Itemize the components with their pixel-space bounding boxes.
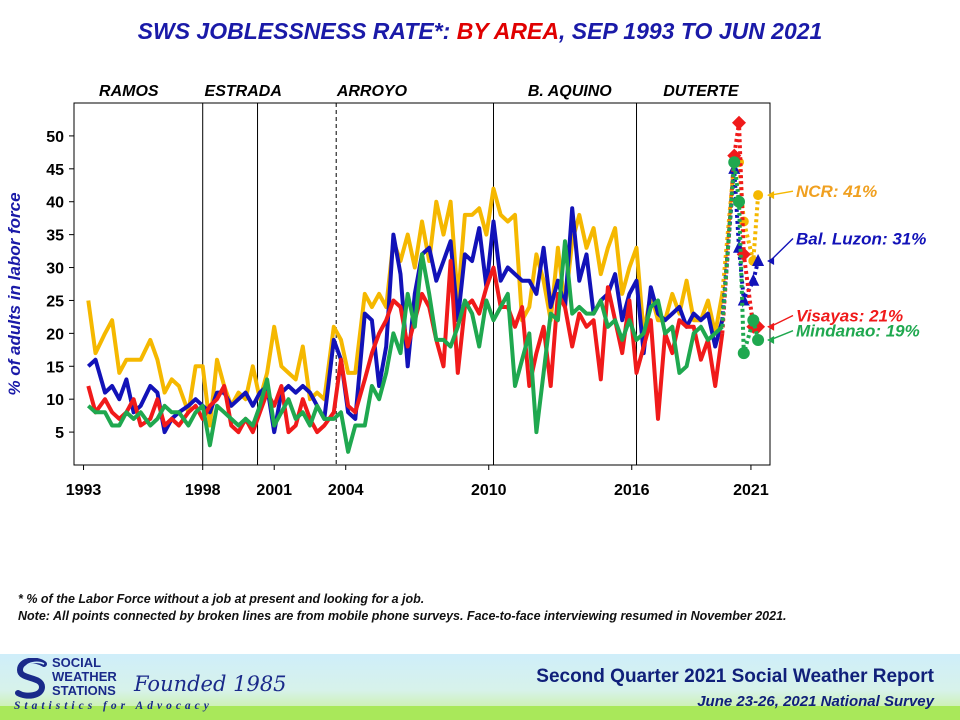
era-label: B. AQUINO: [528, 83, 612, 100]
y-tick-label: 50: [46, 129, 64, 146]
series-label-2: Visayas: 21%: [796, 307, 903, 326]
data-point: [752, 333, 765, 346]
series-line-3: [86, 239, 724, 454]
x-tick-label: 2001: [256, 482, 292, 499]
logo-line-weather: WEATHER: [52, 669, 117, 684]
label-arrowhead-3: [767, 335, 775, 344]
x-tick-label: 1998: [185, 482, 221, 499]
data-point: [732, 115, 747, 130]
footnotes: * % of the Labor Force without a job at …: [18, 591, 946, 625]
footnote-definition: * % of the Labor Force without a job at …: [18, 592, 425, 606]
label-arrowhead-2: [767, 322, 775, 331]
y-tick-label: 40: [46, 195, 64, 212]
chart-title: SWS JOBLESSNESS RATE*: BY AREA, SEP 1993…: [0, 18, 960, 45]
x-tick-label: 2016: [614, 482, 650, 499]
data-point: [752, 253, 765, 266]
era-label: ARROYO: [336, 83, 408, 100]
data-point: [747, 314, 760, 327]
y-tick-label: 15: [46, 359, 64, 376]
y-tick-label: 10: [46, 392, 64, 409]
era-label: ESTRADA: [205, 83, 282, 100]
data-point: [737, 347, 750, 360]
label-arrowhead-0: [767, 191, 775, 200]
x-tick-label: 1993: [66, 482, 102, 499]
title-part2: BY AREA: [456, 18, 559, 44]
logo-wordmark: SOCIAL WEATHER STATIONS: [52, 656, 117, 698]
series-line-0: [86, 186, 725, 428]
series-phone-line-0: [720, 160, 761, 295]
data-point: [753, 190, 764, 201]
footnote-method: Note: All points connected by broken lin…: [18, 609, 787, 623]
logo-founded: Founded 1985: [134, 672, 287, 696]
sws-s-icon: [15, 658, 47, 699]
data-point: [747, 273, 760, 286]
y-tick-label: 35: [46, 228, 64, 245]
y-tick-label: 20: [46, 326, 64, 343]
report-subtitle: June 23-26, 2021 National Survey: [697, 693, 934, 710]
footer-strip: [0, 706, 960, 720]
y-tick-label: 25: [46, 293, 64, 310]
era-label: DUTERTE: [663, 83, 740, 100]
logo-tagline: Statistics for Advocacy: [14, 700, 213, 712]
y-tick-label: 5: [55, 425, 64, 442]
label-arrowhead-1: [767, 256, 775, 265]
x-tick-label: 2010: [471, 482, 507, 499]
x-tick-label: 2004: [328, 482, 364, 499]
y-axis-label: % of adults in labor force: [5, 192, 24, 395]
logo-line-stations: STATIONS: [52, 683, 116, 698]
data-point: [733, 195, 746, 208]
sws-logo: SOCIAL WEATHER STATIONS Founded 1985 Sta…: [12, 656, 287, 716]
series-phone-line-2: [720, 122, 759, 334]
title-part3: , SEP 1993 TO JUN 2021: [558, 18, 823, 44]
x-tick-label: 2021: [733, 482, 769, 499]
logo-line-social: SOCIAL: [52, 655, 102, 670]
y-tick-label: 30: [46, 261, 64, 278]
series-label-1: Bal. Luzon: 31%: [796, 230, 926, 249]
series-label-0: NCR: 41%: [796, 182, 877, 201]
report-title: Second Quarter 2021 Social Weather Repor…: [536, 666, 934, 687]
y-tick-label: 45: [46, 162, 64, 179]
era-label: RAMOS: [99, 83, 159, 100]
series-line-2: [86, 259, 725, 435]
joblessness-line-chart: 5 10 15 20 25 30 35 40 45 50 1993 1998 2001 2004 2010 2…: [5, 83, 926, 499]
data-point: [728, 156, 741, 169]
series-label-3: Mindanao: 19%: [796, 322, 920, 341]
title-part1: SWS JOBLESSNESS RATE*:: [137, 18, 457, 44]
